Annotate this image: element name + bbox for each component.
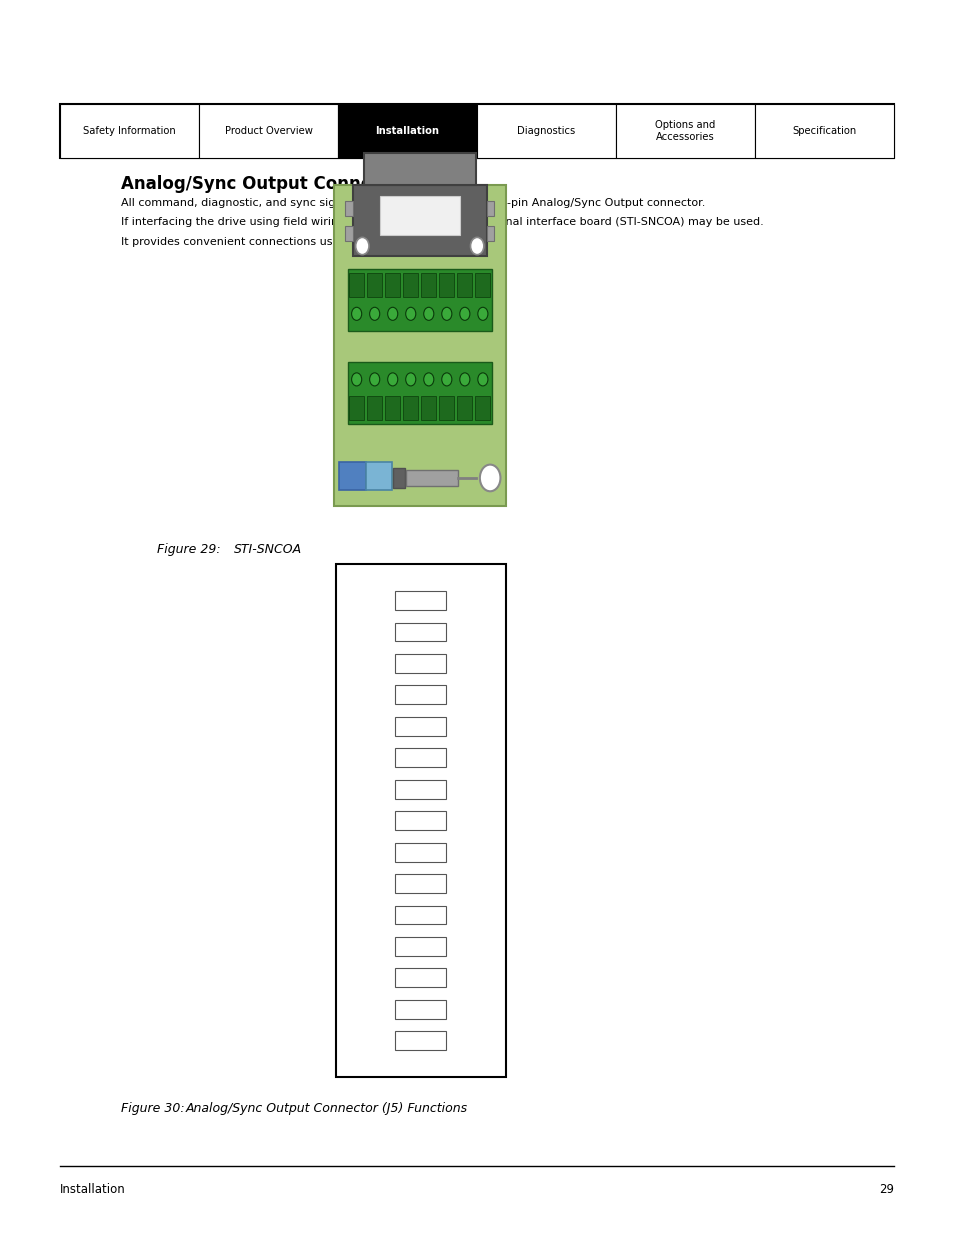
Bar	[335, 564, 505, 1077]
Text: Product Overview: Product Overview	[224, 126, 313, 136]
Bar	[337, 104, 476, 158]
Circle shape	[423, 308, 434, 320]
Text: Specification: Specification	[791, 126, 856, 136]
Bar	[379, 196, 459, 235]
Bar	[403, 273, 417, 296]
Circle shape	[477, 373, 487, 385]
Text: It provides convenient connections using screw terminal strips.: It provides convenient connections using…	[121, 237, 474, 247]
Text: 29: 29	[878, 1183, 893, 1197]
Circle shape	[387, 373, 397, 385]
Bar	[438, 273, 454, 296]
Circle shape	[459, 308, 470, 320]
Text: Diagnostics: Diagnostics	[517, 126, 575, 136]
Bar	[365, 462, 392, 490]
Text: STI-SNCOA: STI-SNCOA	[233, 543, 301, 557]
Text: Options and
Accessories: Options and Accessories	[655, 120, 715, 142]
Bar	[345, 226, 353, 241]
Bar	[60, 104, 893, 158]
Circle shape	[352, 308, 361, 320]
Bar	[353, 185, 486, 256]
Circle shape	[459, 373, 470, 385]
Bar	[486, 226, 494, 241]
Bar	[363, 153, 475, 185]
Circle shape	[352, 373, 361, 385]
Bar	[395, 1031, 446, 1050]
Bar	[406, 471, 457, 487]
Bar	[60, 104, 199, 158]
Bar	[616, 104, 754, 158]
Circle shape	[423, 373, 434, 385]
Text: Analog/Sync Output Connector (J5) Functions: Analog/Sync Output Connector (J5) Functi…	[186, 1102, 468, 1115]
Circle shape	[355, 237, 369, 254]
Bar	[395, 748, 446, 767]
Text: Analog/Sync Output Connector (J5): Analog/Sync Output Connector (J5)	[121, 175, 448, 194]
Bar	[456, 273, 472, 296]
Circle shape	[387, 308, 397, 320]
Circle shape	[441, 308, 452, 320]
Bar	[395, 937, 446, 956]
Bar	[438, 396, 454, 420]
Bar	[395, 655, 446, 673]
Circle shape	[405, 373, 416, 385]
Bar	[395, 811, 446, 830]
Bar	[395, 718, 446, 736]
Bar	[367, 273, 382, 296]
Bar	[349, 396, 364, 420]
Circle shape	[441, 373, 452, 385]
Bar	[349, 273, 364, 296]
Circle shape	[369, 308, 379, 320]
Bar	[395, 592, 446, 610]
Bar	[475, 273, 490, 296]
Bar	[403, 396, 417, 420]
Bar	[385, 396, 400, 420]
Bar	[345, 201, 353, 216]
Bar	[395, 1000, 446, 1019]
Bar	[456, 396, 472, 420]
Bar	[385, 273, 400, 296]
Bar	[338, 462, 365, 490]
Bar	[347, 269, 492, 331]
Text: Safety Information: Safety Information	[83, 126, 175, 136]
Bar	[476, 104, 616, 158]
Bar	[395, 685, 446, 704]
Bar	[421, 396, 436, 420]
Circle shape	[369, 373, 379, 385]
Bar	[395, 968, 446, 987]
Bar	[475, 396, 490, 420]
Bar	[393, 468, 405, 488]
Text: Figure 30:: Figure 30:	[121, 1102, 185, 1115]
Bar	[395, 874, 446, 893]
Bar	[367, 396, 382, 420]
Text: Installation: Installation	[60, 1183, 126, 1197]
Bar	[334, 185, 505, 506]
Bar	[395, 622, 446, 641]
Circle shape	[479, 464, 500, 492]
Text: All command, diagnostic, and sync signals are available using the 15-pin Analog/: All command, diagnostic, and sync signal…	[121, 198, 705, 207]
Circle shape	[477, 308, 487, 320]
Bar	[395, 779, 446, 799]
Text: Figure 29:: Figure 29:	[157, 543, 221, 557]
Text: If interfacing the drive using field wiring, the optional standard terminal inte: If interfacing the drive using field wir…	[121, 217, 763, 227]
Bar	[486, 201, 494, 216]
Bar	[199, 104, 337, 158]
Bar	[395, 905, 446, 924]
Bar	[395, 842, 446, 862]
Bar	[754, 104, 893, 158]
Circle shape	[405, 308, 416, 320]
Text: Installation: Installation	[375, 126, 439, 136]
Bar	[421, 273, 436, 296]
Circle shape	[470, 237, 483, 254]
Bar	[347, 362, 492, 425]
